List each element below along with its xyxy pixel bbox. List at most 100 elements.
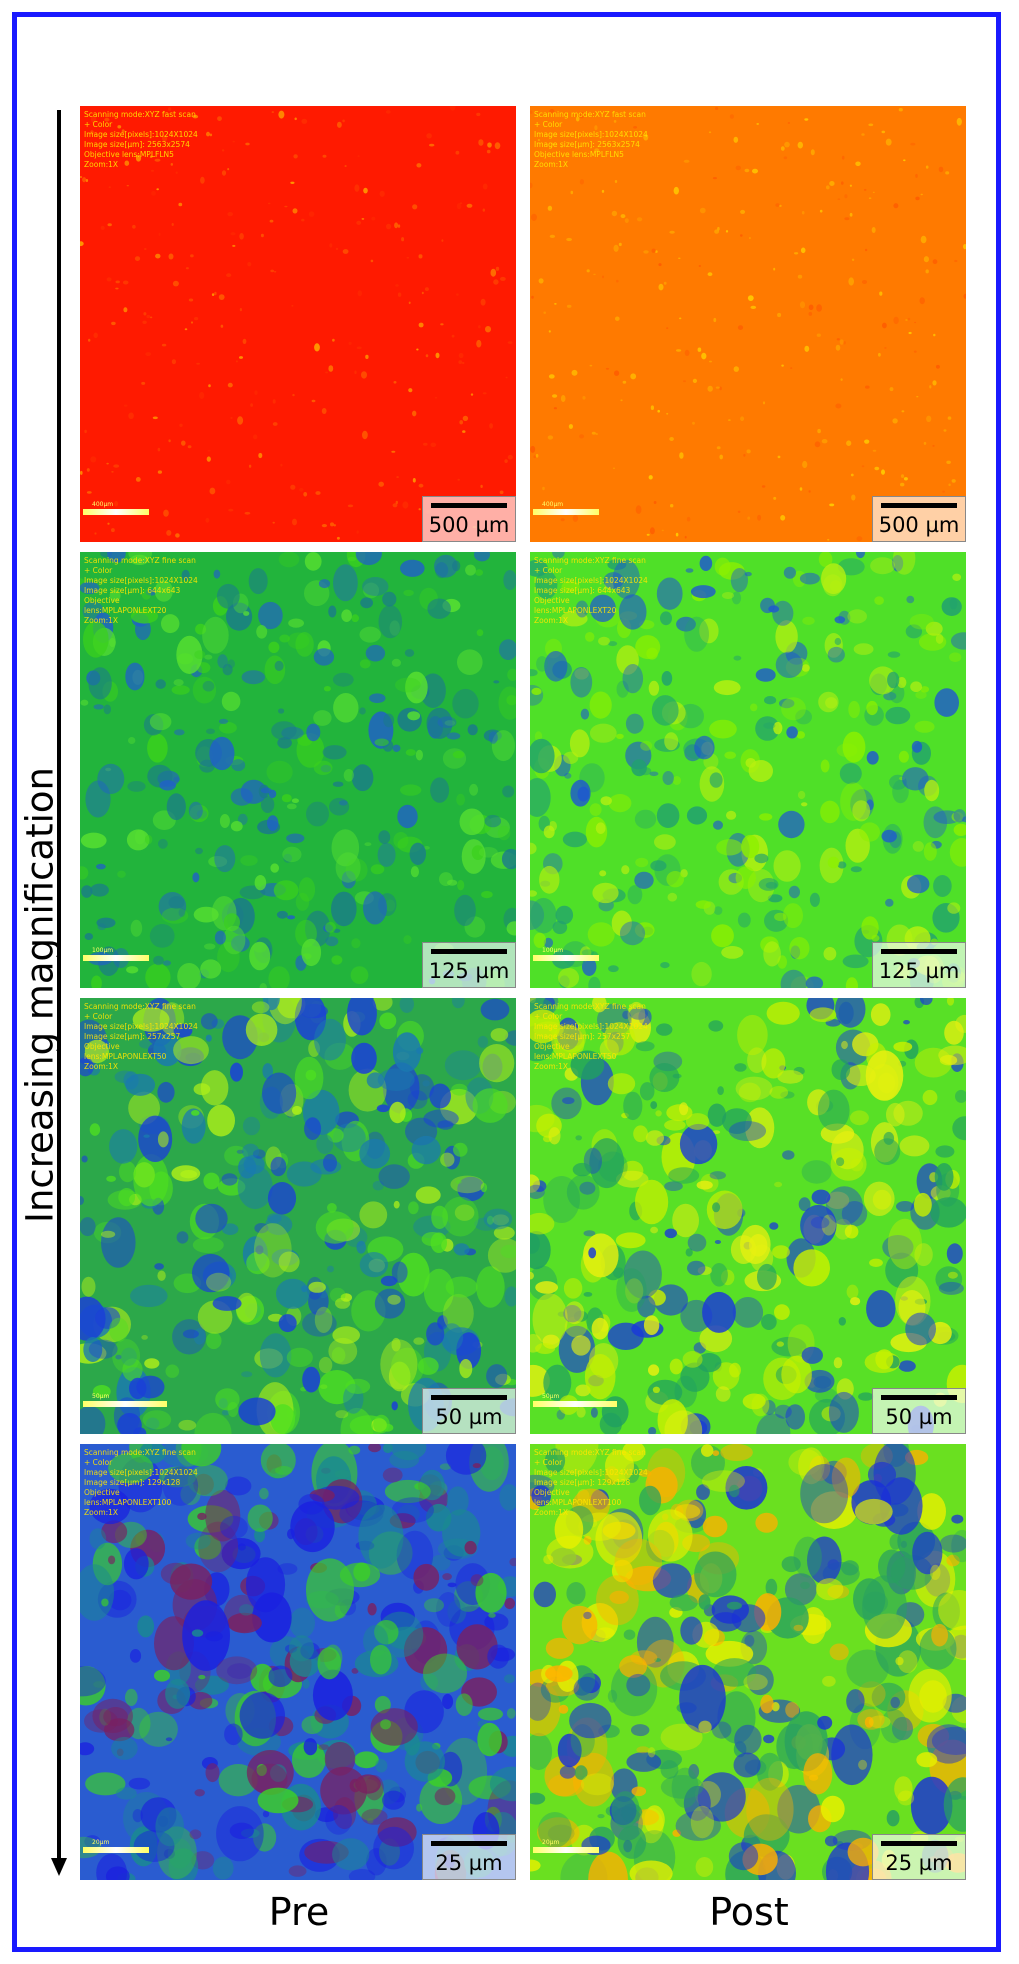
texture-speck — [774, 1181, 783, 1188]
texture-speck — [181, 440, 186, 446]
texture-speck — [613, 244, 619, 252]
texture-speck — [111, 471, 114, 473]
texture-speck — [149, 713, 172, 731]
texture-speck — [922, 1089, 938, 1106]
texture-speck — [801, 1160, 832, 1184]
texture-speck — [416, 1047, 424, 1055]
texture-speck — [688, 1764, 700, 1779]
texture-speck — [507, 668, 516, 681]
scale-bar-label: 125 µm — [428, 959, 510, 983]
texture-speck — [837, 861, 847, 869]
texture-speck — [400, 559, 425, 577]
texture-speck — [197, 1512, 207, 1520]
texture-speck — [134, 256, 141, 261]
texture-speck — [716, 446, 721, 450]
texture-speck — [192, 872, 200, 883]
texture-speck — [613, 120, 617, 123]
texture-speck — [80, 832, 107, 849]
texture-speck — [605, 1449, 634, 1483]
texture-speck — [306, 801, 329, 827]
texture-speck — [356, 220, 362, 225]
texture-speck — [560, 145, 563, 149]
texture-speck — [757, 514, 762, 521]
texture-speck — [814, 441, 821, 448]
texture-speck — [84, 1039, 109, 1064]
texture-speck — [829, 503, 835, 507]
texture-speck — [697, 347, 702, 352]
texture-speck — [316, 1134, 334, 1154]
texture-speck — [145, 352, 152, 357]
texture-speck — [403, 589, 414, 597]
texture-speck — [648, 1364, 660, 1376]
texture-speck — [487, 1644, 510, 1669]
texture-speck — [277, 737, 292, 749]
texture-speck — [607, 1689, 618, 1703]
texture-speck — [144, 834, 153, 845]
texture-speck — [885, 898, 894, 907]
texture-speck — [800, 247, 806, 254]
texture-speck — [953, 823, 966, 836]
texture-speck — [237, 1164, 273, 1210]
texture-speck — [943, 1777, 966, 1832]
texture-speck — [436, 1592, 461, 1627]
texture-speck — [313, 648, 335, 666]
texture-speck — [840, 378, 843, 381]
texture-speck — [176, 635, 203, 674]
texture-speck — [912, 1531, 943, 1575]
texture-speck — [926, 415, 932, 422]
texture-speck — [803, 1753, 833, 1795]
texture-speck — [531, 687, 542, 695]
texture-speck — [163, 960, 171, 966]
texture-speck — [205, 1763, 220, 1783]
texture-speck — [230, 232, 236, 236]
texture-speck — [152, 416, 158, 420]
texture-speck — [650, 1226, 658, 1234]
scan-metadata-text: Scanning mode:XYZ fine scan + Color Imag… — [84, 1448, 198, 1517]
scan-metadata-text: Scanning mode:XYZ fine scan + Color Imag… — [84, 556, 198, 625]
texture-speck — [740, 416, 745, 422]
texture-speck — [270, 1156, 287, 1177]
texture-speck — [951, 479, 956, 483]
texture-speck — [242, 338, 247, 344]
texture-speck — [728, 1121, 767, 1141]
texture-speck — [683, 159, 690, 163]
texture-speck — [221, 1173, 238, 1186]
texture-speck — [256, 1764, 267, 1776]
texture-speck — [584, 1354, 616, 1400]
texture-speck — [669, 437, 674, 441]
texture-speck — [618, 594, 647, 630]
texture-speck — [619, 921, 646, 946]
texture-speck — [570, 1050, 605, 1080]
texture-speck — [280, 463, 283, 467]
texture-speck — [332, 781, 344, 787]
texture-speck — [595, 1512, 643, 1567]
texture-speck — [317, 1647, 342, 1680]
texture-speck — [755, 668, 776, 682]
texture-speck — [190, 254, 194, 258]
texture-speck — [950, 632, 966, 650]
texture-speck — [580, 708, 590, 720]
texture-speck — [872, 449, 877, 452]
texture-speck — [648, 475, 653, 480]
texture-speck — [679, 1664, 726, 1733]
texture-speck — [839, 763, 862, 785]
texture-speck — [191, 1629, 204, 1637]
texture-speck — [158, 892, 187, 921]
texture-speck — [836, 338, 840, 341]
texture-speck — [439, 1463, 452, 1470]
texture-speck — [393, 832, 409, 849]
texture-speck — [737, 510, 741, 513]
texture-speck — [108, 1452, 154, 1484]
texture-speck — [633, 1125, 648, 1143]
texture-speck — [908, 331, 912, 335]
texture-speck — [530, 1009, 561, 1044]
texture-speck — [531, 295, 534, 299]
texture-speck — [530, 182, 533, 189]
texture-speck — [121, 129, 125, 134]
texture-speck — [502, 785, 515, 798]
texture-speck — [709, 719, 737, 739]
texture-speck — [268, 966, 290, 988]
texture-speck — [442, 1693, 454, 1710]
texture-speck — [243, 1154, 265, 1175]
texture-speck — [755, 1512, 778, 1533]
